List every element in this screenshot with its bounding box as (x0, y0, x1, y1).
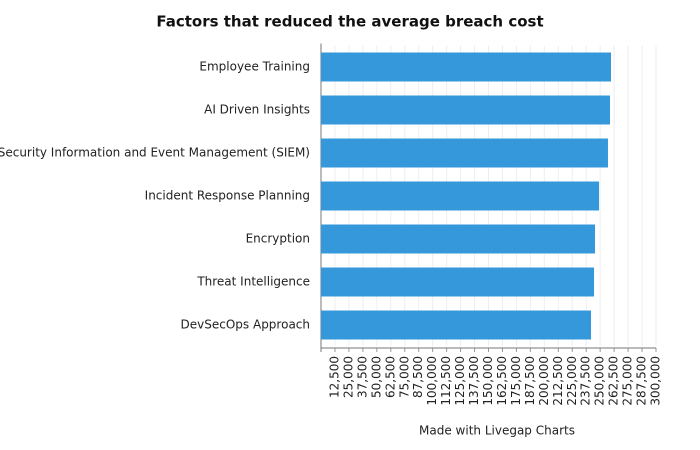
x-tick-label: 187,500 (523, 356, 537, 406)
y-tick-label: AI Driven Insights (204, 103, 310, 117)
x-tick-label: 200,000 (537, 356, 551, 406)
x-tick-label: 25,000 (341, 356, 355, 398)
y-tick-label: Security Information and Event Managemen… (0, 146, 310, 160)
y-tick-label: DevSecOps Approach (181, 318, 310, 332)
x-tick-label: 112,500 (439, 356, 453, 406)
bar (321, 224, 596, 254)
bar (321, 138, 608, 168)
x-tick-label: 125,000 (453, 356, 467, 406)
y-tick-label: Employee Training (199, 60, 310, 74)
bar (321, 267, 595, 297)
bar (321, 181, 600, 211)
y-tick-label: Threat Intelligence (196, 275, 310, 289)
x-tick-label: 87,500 (411, 356, 425, 398)
x-tick-label: 75,000 (397, 356, 411, 398)
x-tick-label: 50,000 (369, 356, 383, 398)
x-tick-label: 287,500 (635, 356, 649, 406)
x-tick-label: 262,500 (607, 356, 621, 406)
x-tick-label: 162,500 (495, 356, 509, 406)
x-tick-label: 225,000 (565, 356, 579, 406)
chart-title: Factors that reduced the average breach … (156, 13, 543, 31)
x-tick-label: 100,000 (425, 356, 439, 406)
x-tick-label: 275,000 (621, 356, 635, 406)
x-tick-label: 237,500 (579, 356, 593, 406)
x-tick-label: 12,500 (327, 356, 341, 398)
bar (321, 95, 610, 125)
bar (321, 52, 611, 82)
bar (321, 310, 592, 340)
x-tick-label: 37,500 (355, 356, 369, 398)
y-tick-label: Incident Response Planning (145, 189, 310, 203)
x-axis-label: Made with Livegap Charts (419, 424, 575, 438)
x-tick-label: 62,500 (383, 356, 397, 398)
x-tick-label: 175,000 (509, 356, 523, 406)
y-tick-label: Encryption (246, 232, 310, 246)
x-tick-label: 150,000 (481, 356, 495, 406)
x-tick-label: 250,000 (593, 356, 607, 406)
x-tick-label: 137,500 (467, 356, 481, 406)
x-tick-label: 300,000 (649, 356, 663, 406)
x-tick-label: 212,500 (551, 356, 565, 406)
